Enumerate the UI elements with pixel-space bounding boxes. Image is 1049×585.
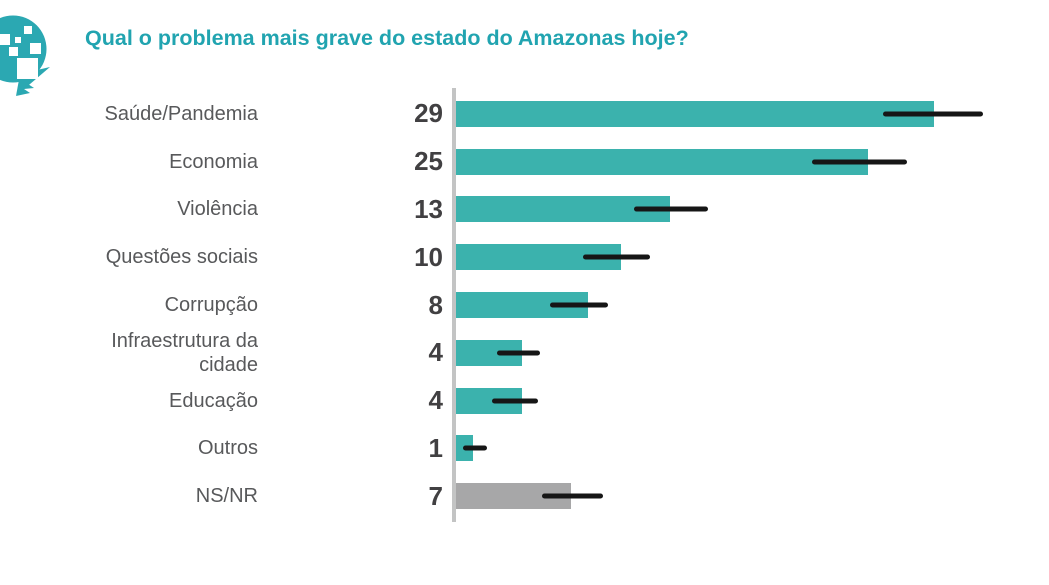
category-label: Educação bbox=[169, 389, 258, 412]
error-bar bbox=[492, 398, 539, 404]
error-bar bbox=[811, 159, 908, 165]
chart-row: Economia 25 bbox=[0, 138, 1049, 186]
chart-rows: Saúde/Pandemia 29 Economia 25 Violência … bbox=[0, 90, 1049, 520]
error-bar bbox=[541, 493, 603, 499]
value-label: 29 bbox=[414, 98, 443, 129]
category-label: Saúde/Pandemia bbox=[104, 102, 258, 125]
value-label: 7 bbox=[428, 480, 443, 511]
chart-row: Infraestrutura da cidade 4 bbox=[0, 329, 1049, 377]
axis-line bbox=[452, 88, 456, 522]
value-label: 4 bbox=[428, 385, 443, 416]
error-bar bbox=[462, 445, 488, 451]
category-label: Economia bbox=[169, 150, 258, 173]
value-label: 25 bbox=[414, 146, 443, 177]
category-label: Corrupção bbox=[164, 294, 258, 317]
chart-row: Corrupção 8 bbox=[0, 281, 1049, 329]
chart-title: Qual o problema mais grave do estado do … bbox=[85, 26, 689, 50]
value-label: 13 bbox=[414, 193, 443, 224]
value-label: 4 bbox=[428, 337, 443, 368]
chart-row: Saúde/Pandemia 29 bbox=[0, 90, 1049, 138]
error-bar bbox=[582, 254, 651, 260]
value-label: 8 bbox=[428, 289, 443, 320]
value-label: 10 bbox=[414, 241, 443, 272]
speech-bubble-logo-icon bbox=[0, 15, 50, 96]
error-bar bbox=[882, 111, 984, 117]
bar bbox=[456, 148, 868, 175]
chart-row: Violência 13 bbox=[0, 186, 1049, 234]
error-bar bbox=[549, 302, 608, 308]
category-label: NS/NR bbox=[195, 485, 258, 508]
category-label: Questões sociais bbox=[105, 246, 258, 269]
chart-row: Outros 1 bbox=[0, 425, 1049, 473]
chart-row: NS/NR 7 bbox=[0, 472, 1049, 520]
error-bar bbox=[497, 350, 540, 356]
category-label: Violência bbox=[177, 198, 258, 221]
bar bbox=[456, 100, 934, 127]
category-label: Infraestrutura da cidade bbox=[111, 329, 258, 376]
chart-row: Questões sociais 10 bbox=[0, 233, 1049, 281]
chart-row: Educação 4 bbox=[0, 377, 1049, 425]
bar-chart: Saúde/Pandemia 29 Economia 25 Violência … bbox=[0, 88, 1049, 524]
error-bar bbox=[633, 206, 708, 212]
category-label: Outros bbox=[197, 437, 258, 460]
value-label: 1 bbox=[428, 432, 443, 463]
